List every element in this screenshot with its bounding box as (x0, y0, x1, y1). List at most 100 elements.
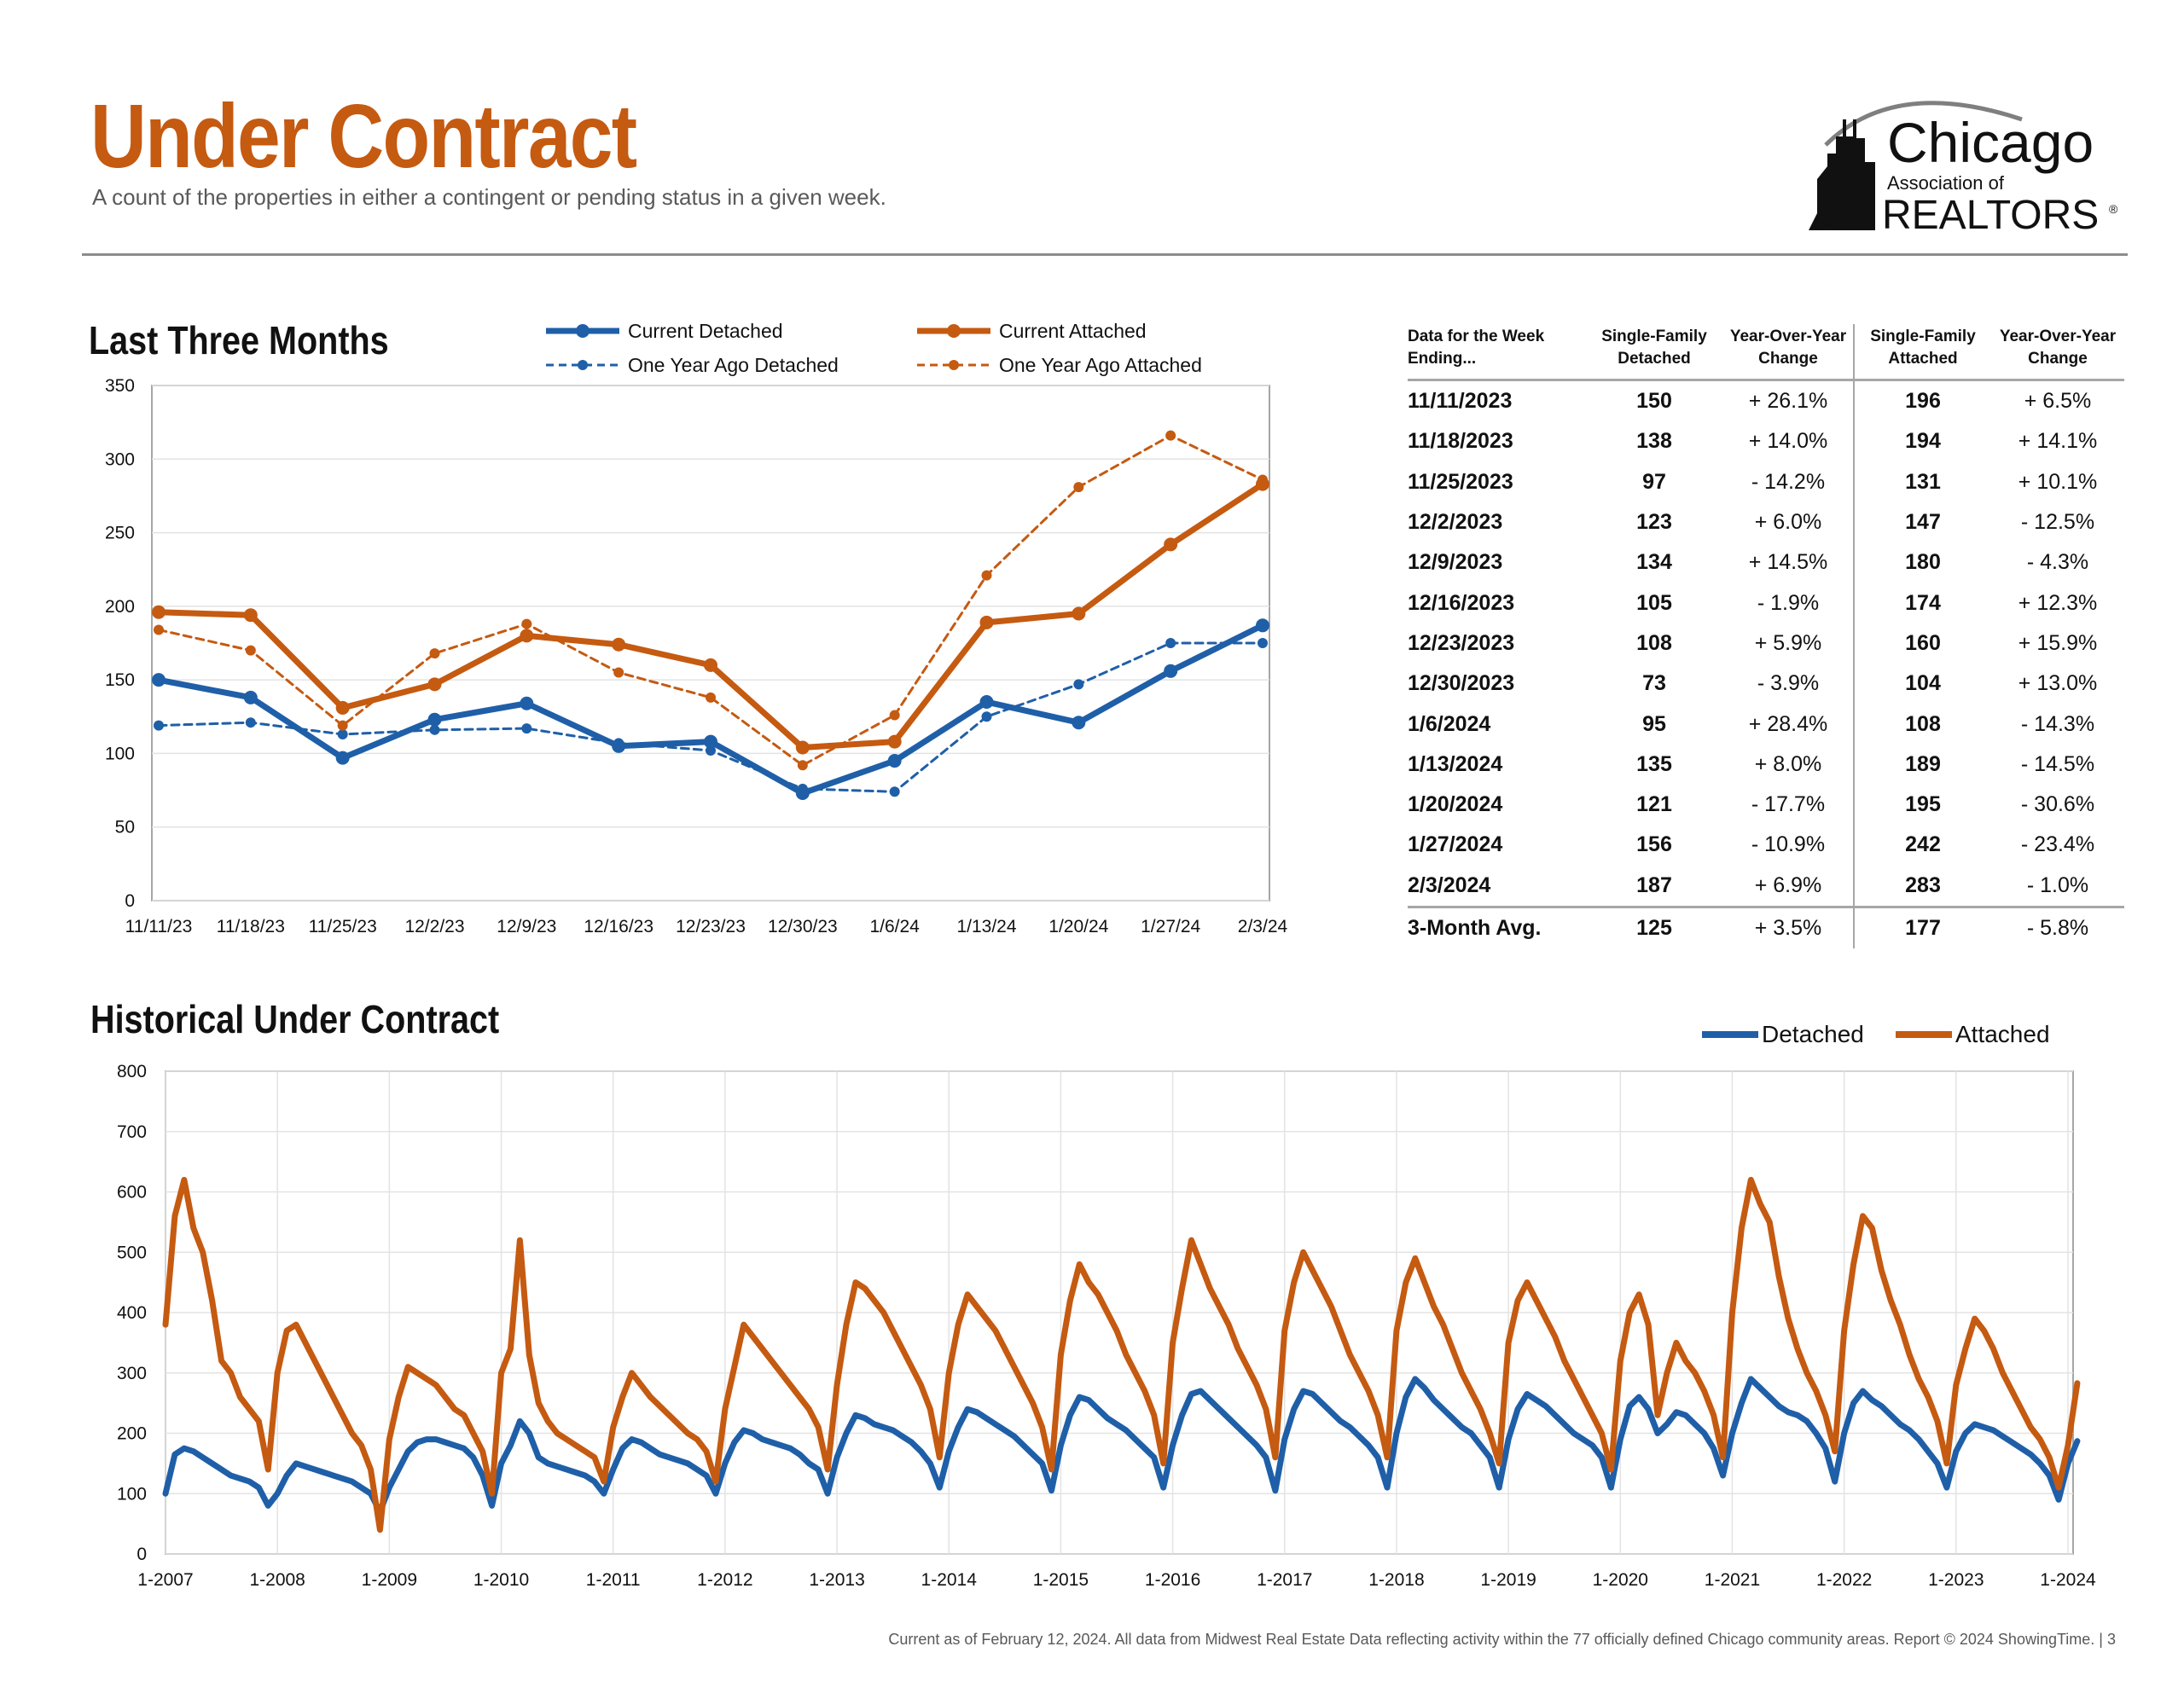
table-row: 11/11/2023 150 + 26.1% 196 + 6.5% (1408, 380, 2124, 422)
detached-cell: 95 (1642, 711, 1666, 736)
recent-point-one-year-ago-attached (613, 667, 624, 678)
recent-plot-frame (151, 385, 1270, 901)
historical-y-tick-label: 400 (117, 1303, 147, 1323)
recent-chart-title: Last Three Months (89, 318, 389, 362)
attached-cell: 180 (1905, 550, 1941, 575)
recent-point-one-year-ago-attached (706, 692, 716, 703)
recent-point-one-year-ago-attached (429, 648, 440, 659)
detached-cell: 97 (1642, 469, 1666, 494)
recent-point-one-year-ago-detached (154, 720, 164, 731)
recent-point-current-attached (243, 608, 258, 623)
detached-cell: 105 (1636, 590, 1672, 615)
recent-point-current-detached (979, 695, 994, 710)
attached-yoy-cell: - 23.4% (2020, 832, 2095, 857)
recent-point-one-year-ago-attached (1073, 482, 1084, 493)
recent-point-current-attached (1164, 537, 1178, 552)
recent-point-current-detached (704, 734, 717, 749)
chicago-realtors-logo: Chicago Association of REALTORS ® (1809, 101, 2118, 238)
attached-yoy-cell: + 10.1% (2018, 469, 2098, 494)
historical-x-tick-label: 1-2011 (586, 1570, 641, 1590)
recent-x-tick-label: 11/18/23 (217, 917, 285, 936)
recent-point-one-year-ago-detached (337, 728, 348, 739)
recent-point-one-year-ago-detached (521, 723, 532, 734)
recent-point-one-year-ago-attached (245, 645, 256, 656)
recent-point-current-attached (152, 605, 166, 619)
recent-line-chart: 0 50 100 150 200 250 300 350 11/11/23 11/18/23 11/… (105, 320, 1288, 936)
table-row: 2/3/2024 187 + 6.9% 283 - 1.0% (1408, 865, 2124, 907)
week-cell: 12/9/2023 (1408, 550, 1503, 575)
detached-cell: 187 (1636, 872, 1672, 897)
recent-y-tick-label: 200 (105, 597, 135, 617)
weekly-stats-table: Data for the Week Ending... Single-Famil… (1408, 324, 2124, 949)
historical-x-tick-label: 1-2008 (249, 1570, 305, 1590)
table-row: 1/20/2024 121 - 17.7% 195 - 30.6% (1408, 784, 2124, 826)
recent-point-current-attached (979, 615, 994, 629)
recent-point-current-detached (795, 786, 810, 801)
attached-yoy-cell: - 30.6% (2020, 792, 2095, 817)
recent-point-current-attached (335, 700, 350, 715)
legend-swatch-marker (578, 360, 588, 370)
detached-cell: 134 (1636, 550, 1672, 575)
historical-legend-label: Detached (1762, 1021, 1864, 1047)
recent-point-current-attached (1256, 477, 1269, 491)
legend-label: One Year Ago Attached (999, 354, 1202, 376)
page-title: Under Contract (90, 86, 637, 187)
detached-cell: 121 (1636, 792, 1672, 817)
recent-y-tick-label: 0 (125, 891, 135, 911)
detached-yoy-cell: + 6.0% (1723, 501, 1855, 543)
recent-x-tick-label: 11/25/23 (309, 917, 377, 936)
historical-series-line-detached (162, 1376, 2081, 1515)
recent-point-current-attached (427, 677, 442, 692)
recent-y-tick-label: 350 (105, 376, 135, 396)
recent-point-one-year-ago-detached (1258, 638, 1268, 648)
legend-swatch-marker (576, 324, 590, 338)
table-row: 11/25/2023 97 - 14.2% 131 + 10.1% (1408, 461, 2124, 502)
attached-yoy-cell: + 15.9% (2018, 630, 2098, 655)
attached-cell: 189 (1905, 751, 1941, 776)
recent-x-tick-label: 1/27/24 (1141, 917, 1200, 936)
historical-x-tick-label: 1-2023 (1928, 1570, 1984, 1590)
week-cell: 1/13/2024 (1408, 751, 1503, 776)
historical-y-tick-label: 600 (117, 1183, 147, 1203)
attached-cell: 177 (1854, 905, 1991, 949)
table-row: 1/27/2024 156 - 10.9% 242 - 23.4% (1408, 825, 2124, 866)
historical-y-tick-label: 500 (117, 1243, 147, 1262)
detached-yoy-cell: + 3.5% (1723, 905, 1855, 949)
detached-yoy-cell: + 14.0% (1723, 421, 1855, 462)
historical-line-chart: 0 100 200 300 400 500 600 700 800 1-2007 1-2008 1-2… (117, 1021, 2096, 1590)
legend-swatch-marker (947, 324, 961, 338)
week-cell: 2/3/2024 (1408, 872, 1491, 897)
historical-x-tick-label: 1-2018 (1368, 1570, 1424, 1590)
recent-point-one-year-ago-detached (429, 724, 440, 735)
attached-yoy-cell: + 6.5% (2024, 389, 2092, 414)
historical-x-tick-label: 1-2016 (1145, 1570, 1200, 1590)
attached-yoy-cell: - 14.5% (2020, 751, 2095, 776)
detached-yoy-cell: - 17.7% (1723, 784, 1855, 826)
historical-x-tick-label: 1-2019 (1480, 1570, 1536, 1590)
attached-cell: 196 (1905, 389, 1941, 414)
attached-cell: 104 (1905, 671, 1941, 696)
recent-x-tick-label: 2/3/24 (1238, 917, 1288, 936)
table-avg-row: 3-Month Avg. 125 + 3.5% 177- 5.8% (1408, 905, 2124, 949)
recent-y-tick-label: 250 (105, 524, 135, 543)
attached-cell: 283 (1905, 872, 1941, 897)
recent-point-current-detached (1164, 664, 1178, 678)
recent-point-current-detached (427, 712, 442, 727)
logo-line3: REALTORS (1882, 193, 2099, 238)
detached-cell: 108 (1636, 630, 1672, 655)
historical-x-tick-label: 1-2010 (473, 1570, 529, 1590)
historical-x-tick-label: 1-2024 (2040, 1570, 2096, 1590)
recent-x-tick-label: 12/23/23 (676, 917, 746, 936)
recent-x-tick-label: 1/6/24 (869, 917, 920, 936)
recent-x-tick-label: 12/2/23 (404, 917, 464, 936)
legend-label: Current Detached (628, 320, 783, 342)
attached-yoy-cell: + 13.0% (2018, 671, 2098, 696)
attached-yoy-cell: - 4.3% (2026, 550, 2089, 575)
attached-yoy-cell: - 5.8% (1991, 905, 2124, 949)
recent-point-one-year-ago-attached (1165, 430, 1176, 441)
header-week: Data for the Week Ending... (1408, 324, 1585, 381)
detached-yoy-cell: + 5.9% (1723, 623, 1855, 664)
historical-series-line-attached (162, 1176, 2081, 1533)
recent-x-tick-label: 12/9/23 (497, 917, 556, 936)
header-detached-yoy: Year-Over-Year Change (1723, 324, 1855, 381)
